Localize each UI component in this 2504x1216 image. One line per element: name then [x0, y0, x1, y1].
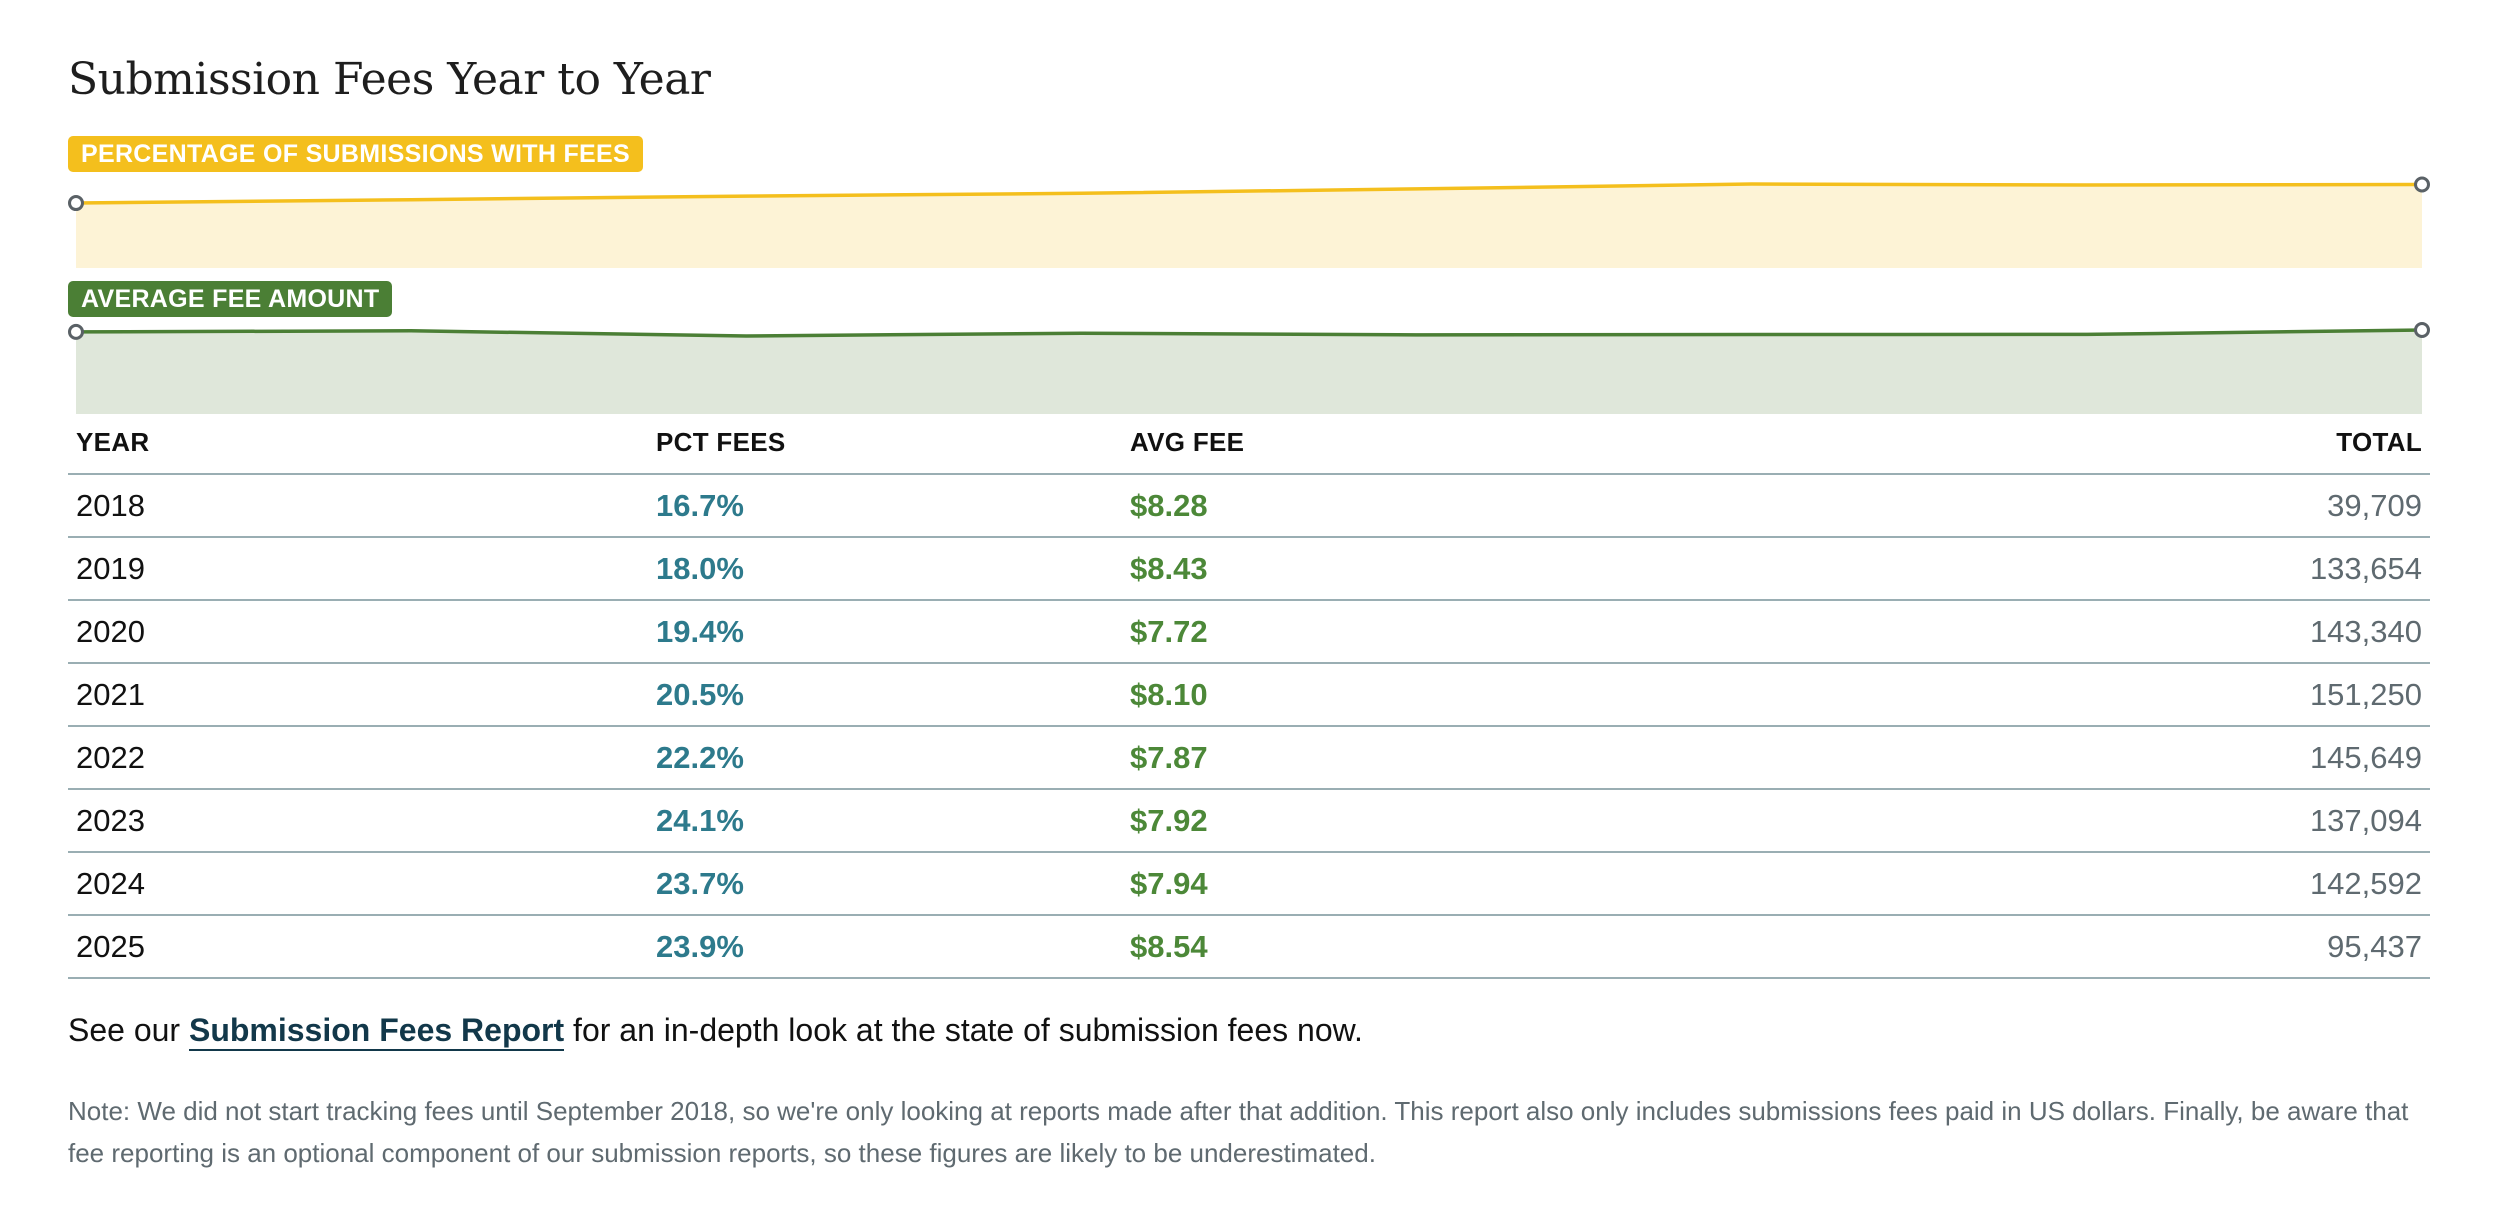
pct-fees-end-point [2414, 176, 2430, 193]
cell-avg-fee: $8.43 [1122, 537, 1538, 601]
cell-total: 95,437 [1538, 915, 2430, 979]
col-header-avg-fee: AVG FEE [1122, 412, 1538, 475]
cell-avg-fee: $7.94 [1122, 852, 1538, 916]
intro-text-before: See our [68, 1012, 189, 1048]
table-row: 2021 20.5% $8.10 151,250 [68, 663, 2430, 727]
cell-total: 137,094 [1538, 789, 2430, 853]
avg-fee-area-fill [76, 330, 2422, 414]
intro-text-after: for an in-depth look at the state of sub… [564, 1012, 1363, 1048]
cell-pct-fees: 24.1% [648, 789, 1122, 853]
cell-avg-fee: $7.87 [1122, 726, 1538, 790]
pct-fees-start-point [68, 195, 84, 212]
cell-total: 133,654 [1538, 537, 2430, 601]
table-row: 2019 18.0% $8.43 133,654 [68, 537, 2430, 601]
submission-fees-report-link[interactable]: Submission Fees Report [188, 1012, 565, 1051]
cell-pct-fees: 22.2% [648, 726, 1122, 790]
avg-fee-end-point [2414, 322, 2430, 338]
pct-fees-series-line [75, 182, 2423, 205]
cell-total: 151,250 [1538, 663, 2430, 727]
table-row: 2018 16.7% $8.28 39,709 [68, 474, 2430, 538]
cell-year: 2019 [68, 537, 648, 601]
table-row: 2025 23.9% $8.54 95,437 [68, 915, 2430, 979]
cell-year: 2022 [68, 726, 648, 790]
cell-pct-fees: 19.4% [648, 600, 1122, 664]
footnote: Note: We did not start tracking fees unt… [68, 1096, 2409, 1168]
cell-total: 143,340 [1538, 600, 2430, 664]
col-header-total: TOTAL [1538, 412, 2430, 475]
avg-fee-series-line [75, 328, 2423, 338]
fees-table: YEAR PCT FEES AVG FEE TOTAL 2018 16.7% $8.… [68, 412, 2430, 979]
cell-avg-fee: $8.28 [1122, 474, 1538, 538]
col-header-pct-fees: PCT FEES [648, 412, 1122, 475]
table-row: 2022 22.2% $7.87 145,649 [68, 726, 2430, 790]
cell-year: 2025 [68, 915, 648, 979]
cell-year: 2018 [68, 474, 648, 538]
avg-chart-label: AVERAGE FEE AMOUNT [68, 281, 393, 317]
cell-year: 2023 [68, 789, 648, 853]
cell-total: 145,649 [1538, 726, 2430, 790]
avg-fee-start-point [68, 323, 84, 340]
cell-avg-fee: $8.54 [1122, 915, 1538, 979]
avg-fee-area-mask [76, 322, 2422, 336]
col-header-year: YEAR [68, 412, 648, 475]
cell-pct-fees: 23.9% [648, 915, 1122, 979]
table-header-row: YEAR PCT FEES AVG FEE TOTAL [68, 412, 2430, 475]
cell-year: 2024 [68, 852, 648, 916]
cell-pct-fees: 16.7% [648, 474, 1122, 538]
pct-chart-label: PERCENTAGE OF SUBMISSIONS WITH FEES [68, 136, 643, 172]
cell-total: 142,592 [1538, 852, 2430, 916]
cell-avg-fee: $8.10 [1122, 663, 1538, 727]
cell-total: 39,709 [1538, 474, 2430, 538]
report-intro: See our Submission Fees Report for an in… [68, 1012, 1363, 1051]
table-row: 2023 24.1% $7.92 137,094 [68, 789, 2430, 853]
pct-fees-chart [68, 176, 2430, 268]
cell-pct-fees: 20.5% [648, 663, 1122, 727]
cell-year: 2020 [68, 600, 648, 664]
table-row: 2020 19.4% $7.72 143,340 [68, 600, 2430, 664]
cell-pct-fees: 18.0% [648, 537, 1122, 601]
page-title: Submission Fees Year to Year [68, 54, 711, 105]
table-row: 2024 23.7% $7.94 142,592 [68, 852, 2430, 916]
cell-year: 2021 [68, 663, 648, 727]
cell-pct-fees: 23.7% [648, 852, 1122, 916]
avg-fee-chart [68, 322, 2430, 414]
cell-avg-fee: $7.72 [1122, 600, 1538, 664]
cell-avg-fee: $7.92 [1122, 789, 1538, 853]
